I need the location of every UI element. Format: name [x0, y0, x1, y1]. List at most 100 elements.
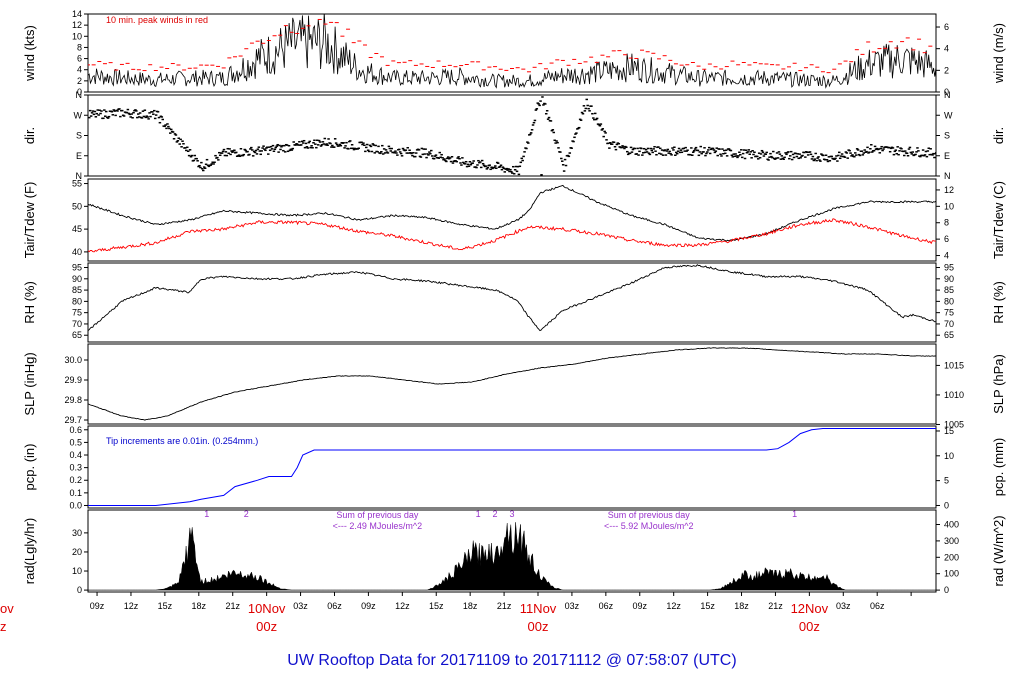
- dir-point: [531, 124, 535, 126]
- dir-point: [658, 152, 661, 155]
- dir-point: [515, 170, 519, 173]
- slp-ylabel: SLP (inHg): [22, 352, 37, 415]
- dir-point: [203, 167, 207, 170]
- dir-point: [365, 146, 368, 149]
- slp-rtick-label: 1010: [944, 390, 964, 400]
- dir-point: [451, 162, 455, 164]
- dir-point: [267, 146, 271, 148]
- dir-point: [465, 165, 469, 168]
- dir-point: [147, 118, 150, 120]
- pcp-rtick-label: 10: [944, 451, 954, 461]
- dir-point: [266, 146, 269, 148]
- temp-rtick-label: 12: [944, 185, 954, 195]
- dir-point: [746, 151, 750, 153]
- dir-point: [610, 143, 614, 145]
- dir-point: [550, 129, 554, 132]
- dir-point: [421, 153, 425, 156]
- dir-point: [505, 167, 508, 170]
- dir-point: [364, 150, 367, 153]
- dir-point: [595, 117, 599, 120]
- dir-point: [187, 154, 191, 157]
- wind-rtick-label: 6: [944, 22, 949, 32]
- dir-point: [931, 154, 934, 156]
- pcp-line: [88, 428, 936, 506]
- rad-day-marker: 1: [476, 509, 481, 519]
- dir-point: [228, 148, 231, 150]
- dir-point: [916, 147, 919, 149]
- dir-point: [348, 140, 352, 142]
- dir-point: [400, 155, 404, 157]
- dir-point: [756, 155, 759, 158]
- dir-point: [771, 156, 774, 159]
- dir-point: [517, 173, 521, 176]
- dir-point: [652, 148, 655, 150]
- rh-line-0: [88, 264, 936, 332]
- dir-point: [581, 113, 585, 115]
- dir-point: [184, 147, 187, 149]
- dir-point: [168, 127, 171, 130]
- dir-point: [401, 147, 405, 150]
- dir-point: [813, 158, 817, 160]
- day-label-date: 11Nov: [520, 601, 557, 616]
- dir-point: [598, 124, 602, 127]
- dir-point: [141, 110, 145, 112]
- dir-point: [533, 119, 537, 122]
- dir-point: [250, 146, 253, 149]
- dir-point: [89, 115, 93, 117]
- rh-rtick-label: 80: [944, 296, 954, 306]
- dir-point: [535, 108, 539, 110]
- dir-point: [144, 116, 148, 119]
- dir-point: [136, 113, 140, 115]
- slp-ylabel-right: SLP (hPa): [991, 354, 1006, 414]
- dir-point: [686, 149, 689, 151]
- dir-point: [642, 147, 646, 150]
- dir-point: [757, 152, 761, 154]
- dir-point: [926, 150, 930, 152]
- dir-point: [561, 164, 565, 166]
- dir-point: [513, 168, 517, 171]
- dir-point: [805, 151, 809, 154]
- dir-point: [742, 149, 746, 151]
- dir-point: [730, 154, 734, 157]
- dir-point: [753, 151, 756, 154]
- dir-point: [380, 150, 383, 153]
- dir-point: [588, 110, 591, 112]
- dir-point: [650, 149, 654, 152]
- x-tick-label: 15z: [700, 601, 715, 611]
- dir-point: [525, 147, 528, 150]
- temp-rtick-label: 4: [944, 251, 949, 261]
- dir-point: [251, 155, 255, 157]
- dir-point: [919, 155, 922, 158]
- dir-point: [294, 144, 297, 146]
- dir-point: [500, 168, 504, 171]
- dir-point: [863, 149, 866, 151]
- dir-point: [506, 169, 509, 171]
- dir-point: [211, 161, 214, 163]
- x-tick-label: 03z: [293, 601, 308, 611]
- dir-point: [172, 138, 176, 140]
- dir-point: [323, 137, 327, 140]
- day-label-time: 00z: [799, 619, 820, 634]
- dir-point: [672, 149, 675, 151]
- slp-tick-label: 29.7: [64, 415, 82, 425]
- dir-point: [285, 144, 289, 146]
- dir-point: [722, 152, 725, 155]
- dir-point: [347, 148, 350, 150]
- dir-point: [654, 150, 657, 152]
- rh-frame: [87, 262, 937, 343]
- dir-point: [343, 147, 346, 149]
- dir-point: [552, 131, 556, 134]
- dir-point: [608, 147, 611, 149]
- dir-point: [657, 146, 660, 148]
- dir-point: [622, 146, 625, 148]
- dir-point: [740, 149, 743, 151]
- dir-point: [114, 114, 117, 117]
- dir-point: [700, 152, 703, 155]
- dir-point: [630, 151, 634, 153]
- dir-tick-label: N: [76, 90, 83, 100]
- dir-point: [98, 109, 101, 111]
- dir-point: [675, 151, 678, 154]
- dir-point: [676, 150, 680, 152]
- dir-point: [313, 139, 316, 142]
